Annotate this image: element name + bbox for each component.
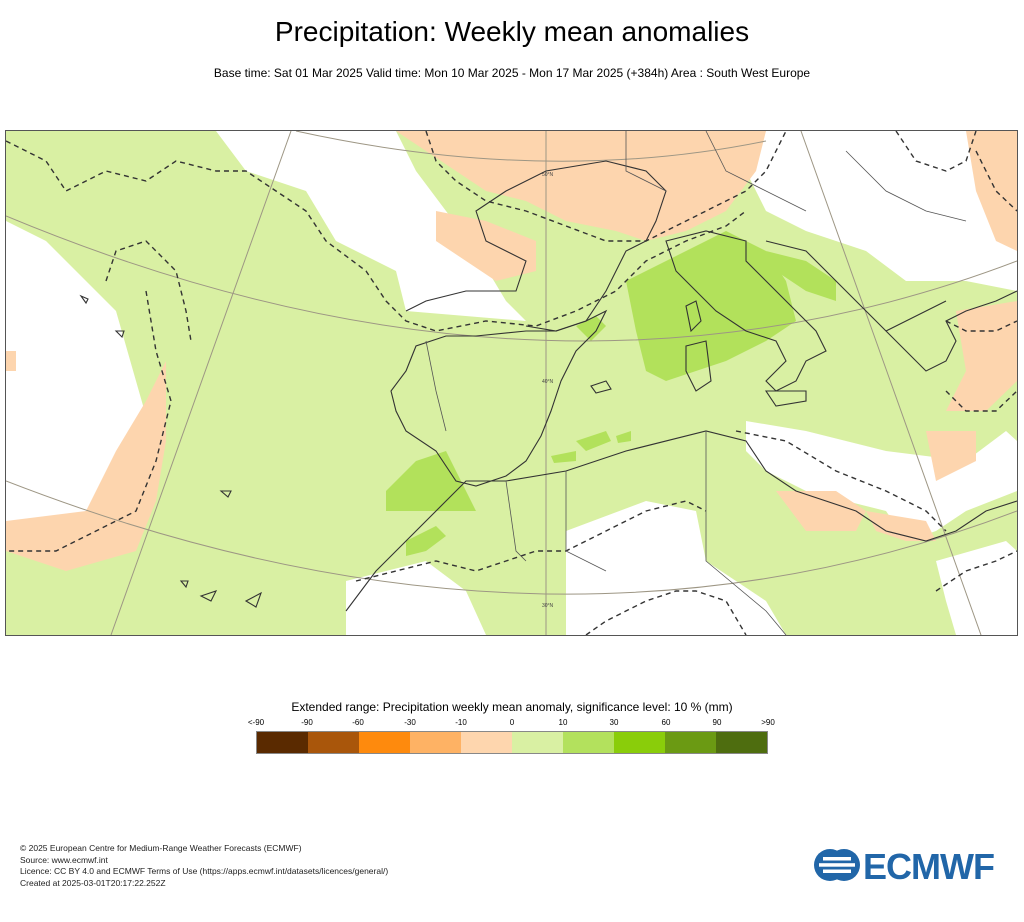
neutral-areas: [6, 131, 1017, 635]
footer-copyright: © 2025 European Centre for Medium-Range …: [20, 843, 302, 853]
significance-contours: [6, 131, 1017, 635]
coastlines: [79, 160, 1017, 612]
legend-swatch: [665, 732, 716, 753]
legend-tick: 90: [712, 718, 722, 727]
legend-tick: 0: [509, 718, 515, 727]
legend-tick: -10: [455, 718, 467, 727]
lat-label-30: 30°N: [542, 603, 554, 609]
legend-tick: 30: [609, 718, 619, 727]
legend-color-bar: [256, 731, 768, 754]
footer-created: Created at 2025-03-01T20:17:22.252Z: [20, 877, 166, 888]
footer-licence: Licence: CC BY 4.0 and ECMWF Terms of Us…: [20, 866, 389, 876]
legend-swatch: [461, 732, 512, 753]
legend-tick: -60: [352, 718, 364, 727]
legend-tick: 10: [558, 718, 568, 727]
ecmwf-logo-icon: [814, 849, 860, 881]
anomaly-map: 50°N 40°N 30°N: [5, 130, 1018, 636]
chart-subtitle: Base time: Sat 01 Mar 2025 Valid time: M…: [213, 66, 811, 80]
ecmwf-logo-text: ECMWF: [863, 846, 995, 887]
legend-swatch: [512, 732, 563, 753]
lat-label-50: 50°N: [542, 172, 554, 178]
legend-tick: -90: [301, 718, 313, 727]
legend-ticks: <-90 -90 -60 -30 -10 0 10 30 60 90 >90: [0, 718, 1024, 730]
graticule: [6, 131, 1017, 635]
borders: [425, 131, 967, 635]
legend-title: Extended range: Precipitation weekly mea…: [291, 700, 733, 714]
legend-swatch: [359, 732, 410, 753]
legend-swatch: [716, 732, 767, 753]
legend-tick: -30: [404, 718, 416, 727]
chart-title: Precipitation: Weekly mean anomalies: [274, 16, 750, 47]
ecmwf-logo: ECMWF: [813, 846, 1008, 887]
legend-swatch: [563, 732, 614, 753]
legend-tick: 60: [661, 718, 671, 727]
legend-tick: <-90: [247, 718, 265, 727]
legend-tick: >90: [761, 718, 775, 727]
lat-label-40: 40°N: [542, 379, 554, 385]
legend-swatch: [257, 732, 308, 753]
footer-source: Source: www.ecmwf.int: [20, 854, 108, 865]
legend-swatch: [410, 732, 461, 753]
footer: © 2025 European Centre for Medium-Range …: [20, 843, 388, 889]
legend-swatch: [308, 732, 359, 753]
legend-swatch: [614, 732, 665, 753]
